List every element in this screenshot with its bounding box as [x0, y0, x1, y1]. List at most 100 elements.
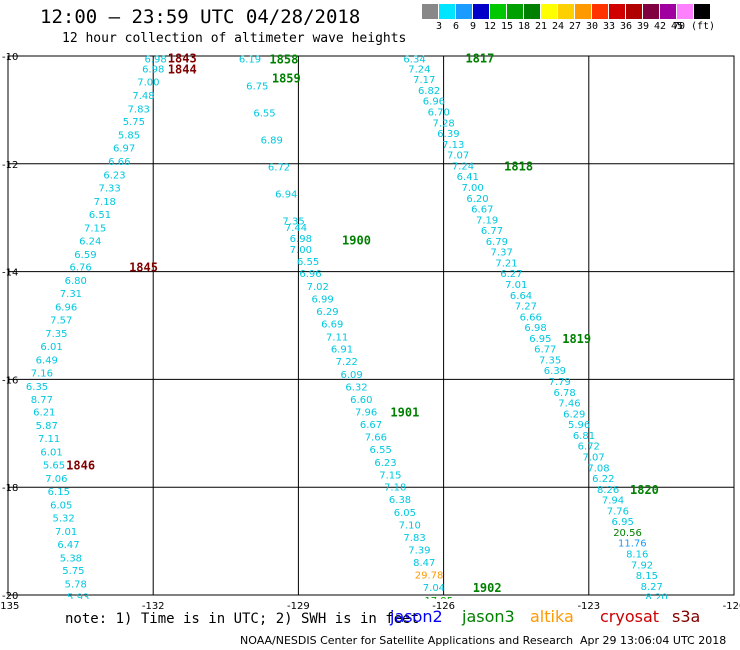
swh-data-label: 6.95: [529, 334, 551, 345]
footer-credit: NOAA/NESDIS Center for Satellite Applica…: [240, 634, 574, 647]
swh-data-label: 7.21: [495, 258, 517, 269]
swh-data-label: 7.35: [282, 216, 304, 227]
swh-data-label: 5.96: [568, 420, 590, 431]
scale-label: 30: [585, 21, 599, 32]
swh-data-label: 6.66: [108, 157, 130, 168]
scale-swatch: [609, 4, 626, 19]
swh-data-label: 6.76: [69, 263, 91, 274]
swh-data-label: 6.35: [26, 382, 48, 393]
swh-data-label: 6.23: [103, 171, 125, 182]
swh-data-label: 5.87: [36, 421, 58, 432]
scale-swatch: [592, 4, 609, 19]
swh-data-label: 6.29: [563, 409, 585, 420]
swh-data-label: 7.33: [99, 184, 121, 195]
swh-data-label: 7.15: [84, 223, 106, 234]
scale-label: 45: [670, 21, 684, 32]
swh-data-label: 20.56: [613, 528, 642, 539]
swh-data-label: 6.38: [389, 495, 411, 506]
time-annotation: 1817: [465, 52, 494, 66]
swh-data-label: 8.15: [636, 571, 658, 582]
swh-data-label: 6.32: [345, 382, 367, 393]
scale-label: 24: [551, 21, 565, 32]
swh-data-label: 6.55: [370, 445, 392, 456]
swh-data-label: 7.01: [55, 527, 77, 538]
swh-data-label: 6.89: [261, 136, 283, 147]
x-tick-label: -126: [432, 601, 455, 612]
swh-data-label: 8.77: [31, 395, 53, 406]
swh-data-label: 6.96: [423, 97, 445, 108]
swh-data-label: 7.79: [549, 377, 571, 388]
swh-data-label: 6.23: [374, 458, 396, 469]
swh-data-label: 6.39: [544, 366, 566, 377]
scale-label: 21: [534, 21, 548, 32]
scale-swatch: [677, 4, 694, 19]
swh-data-label: 7.83: [128, 104, 150, 115]
swh-data-label: 6.91: [331, 345, 353, 356]
swh-data-label: 6.80: [65, 276, 87, 287]
swh-data-label: 6.55: [253, 109, 275, 120]
x-tick-label: -132: [142, 601, 165, 612]
swh-data-label: 6.51: [89, 210, 111, 221]
swh-data-label: 7.24: [408, 64, 430, 75]
legend-cryosat: cryosat: [600, 607, 660, 626]
swh-data-label: 6.72: [268, 162, 290, 173]
scale-label: 70 (ft): [672, 21, 716, 32]
swh-data-label: 7.94: [602, 496, 624, 507]
swh-data-label: 6.75: [246, 82, 268, 93]
scale-swatch: [422, 4, 439, 19]
swh-data-label: 7.44: [285, 223, 307, 234]
swh-data-label: 7.66: [365, 433, 387, 444]
color-scale-swatches: [422, 4, 740, 19]
swh-data-label: 6.79: [486, 237, 508, 248]
swh-data-label: 7.00: [290, 245, 312, 256]
scale-label: 18: [517, 21, 531, 32]
swh-data-label: 6.96: [55, 303, 77, 314]
swh-data-label: 6.09: [341, 370, 363, 381]
swh-data-label: 7.28: [432, 118, 454, 129]
swh-data-label: 7.08: [587, 463, 609, 474]
swh-data-label: 7.76: [607, 506, 629, 517]
swh-data-label: 6.22: [592, 474, 614, 485]
swh-data-label: 8.47: [413, 558, 435, 569]
swh-data-label: 8.20: [645, 593, 667, 604]
scale-swatch: [524, 4, 541, 19]
color-scale-labels: 3 6 9 12 15 18 21 24 27 30 33 36 39 42 45 70 (ft): [422, 19, 740, 33]
swh-data-label: 6.82: [418, 86, 440, 97]
y-tick-label: -12: [2, 160, 18, 171]
time-annotation: 1900: [342, 233, 371, 247]
time-annotation: 1859: [272, 72, 301, 86]
swh-data-label: 11.76: [618, 539, 647, 550]
swh-data-label: 5.75: [62, 566, 84, 577]
swh-data-label: 7.16: [31, 368, 53, 379]
swh-data-label: 6.39: [437, 129, 459, 140]
swh-data-label: 7.00: [462, 183, 484, 194]
scale-swatch: [507, 4, 524, 19]
swh-data-label: 7.37: [491, 248, 513, 259]
chart-subtitle: 12 hour collection of altimeter wave hei…: [62, 31, 407, 46]
time-annotation: 1902: [473, 581, 502, 595]
scale-label: 15: [500, 21, 514, 32]
swh-data-label: 7.83: [403, 533, 425, 544]
time-annotation: 1858: [269, 53, 298, 67]
swh-data-label: 6.95: [612, 517, 634, 528]
footer-note: note: 1) Time is in UTC; 2) SWH is in fe…: [65, 611, 420, 627]
swh-data-label: 6.27: [500, 269, 522, 280]
swh-data-label: 6.19: [239, 55, 261, 66]
scale-label: 6: [452, 21, 460, 32]
swh-data-label: 5.65: [43, 461, 65, 472]
swh-data-label: 5.75: [123, 117, 145, 128]
swh-data-label: 6.64: [510, 291, 532, 302]
scale-swatch: [456, 4, 473, 19]
swh-data-label: 6.60: [350, 395, 372, 406]
scale-swatch: [541, 4, 558, 19]
scale-label: 39: [636, 21, 650, 32]
scale-swatch: [473, 4, 490, 19]
swh-data-label: 6.49: [36, 355, 58, 366]
swh-data-label: 6.81: [573, 431, 595, 442]
color-scale: 3 6 9 12 15 18 21 24 27 30 33 36 39 42 45 70 (ft): [422, 4, 740, 33]
scale-swatch: [490, 4, 507, 19]
x-tick-label: -135: [0, 601, 19, 612]
swh-data-label: 5.38: [60, 553, 82, 564]
y-tick-label: -18: [2, 483, 18, 494]
